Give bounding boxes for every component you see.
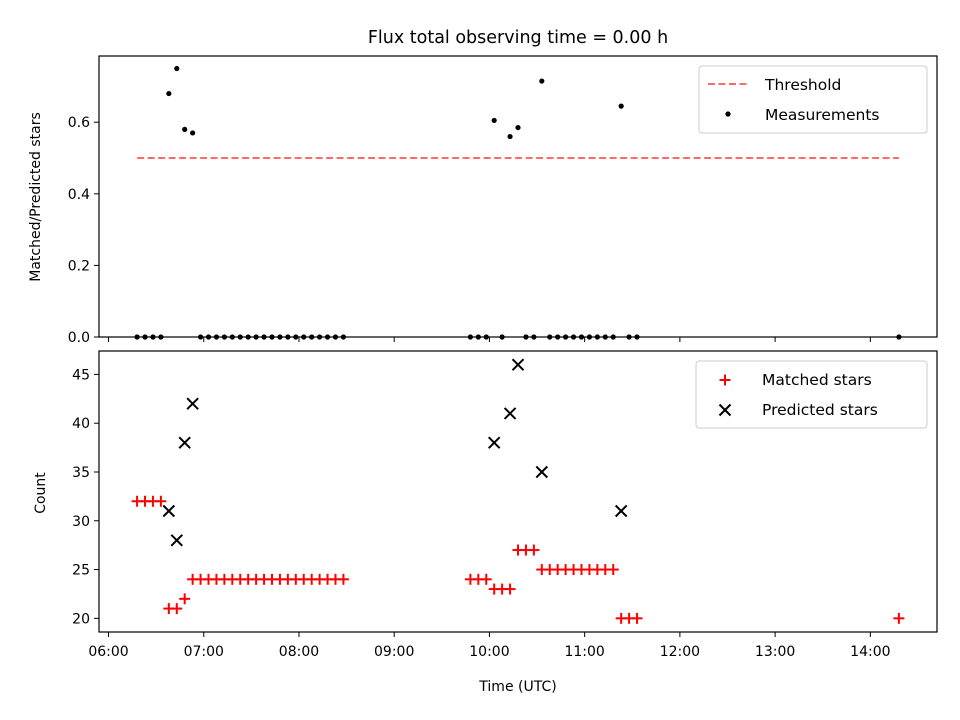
matched-stars-point xyxy=(631,612,643,624)
ratio-panel-frame xyxy=(98,55,938,338)
matched-stars-point xyxy=(337,573,349,585)
y-tick-label: 0.0 xyxy=(68,330,90,346)
legend-box xyxy=(695,360,928,429)
predicted-stars-point xyxy=(511,358,525,371)
ratio-panel-y-axis-label: Matched/Predicted stars xyxy=(28,112,44,282)
matched-stars-point xyxy=(893,612,905,624)
matched-stars-point xyxy=(179,593,191,605)
y-tick-label: 30 xyxy=(72,514,90,530)
predicted-stars-point xyxy=(162,504,176,518)
matched-stars-point xyxy=(504,583,516,595)
count-panel-legend: Matched stars Predicted stars xyxy=(695,360,928,429)
y-tick-label: 25 xyxy=(72,563,90,579)
legend-measurements-label: Measurements xyxy=(765,106,880,124)
legend-matched-swatch xyxy=(719,374,731,386)
x-tick-label: 10:00 xyxy=(469,644,509,660)
matched-stars-point xyxy=(171,603,183,615)
measurement-point xyxy=(618,103,624,109)
matched-stars-point xyxy=(155,495,167,507)
count-panel: Count Time (UTC) 06:00 07:00 08:00 09:00 10:… xyxy=(33,350,938,695)
y-tick-label: 45 xyxy=(72,367,90,383)
predicted-stars-point xyxy=(186,397,199,410)
x-tick-label: 14:00 xyxy=(850,644,890,660)
measurement-point xyxy=(190,130,196,136)
x-tick-label: 09:00 xyxy=(374,644,414,660)
legend-measurements-swatch xyxy=(725,111,731,117)
x-tick-label: 12:00 xyxy=(660,644,700,660)
x-tick-label: 13:00 xyxy=(755,644,795,660)
ratio-panel: Flux total observing time = 0.00 h Match… xyxy=(28,28,938,346)
measurement-point xyxy=(491,117,497,124)
count-panel-y-axis-label: Count xyxy=(33,472,49,514)
x-tick-label: 06:00 xyxy=(88,644,128,660)
ratio-panel-legend: Threshold Measurements xyxy=(698,65,928,134)
predicted-stars-point xyxy=(503,407,517,420)
count-plot-area: 06:00 07:00 08:00 09:00 10:00 11:00 12:00 13:00… xyxy=(72,358,905,660)
count-panel-frame xyxy=(98,350,938,633)
count-panel-x-axis-label: Time (UTC) xyxy=(478,679,556,695)
predicted-stars-point xyxy=(614,504,628,518)
y-tick-label: 20 xyxy=(72,611,90,627)
y-tick-label: 35 xyxy=(72,465,90,481)
predicted-stars-point xyxy=(170,534,183,547)
measurement-point xyxy=(166,90,172,97)
x-tick-label: 08:00 xyxy=(279,644,319,660)
y-tick-label: 40 xyxy=(72,416,90,432)
measurement-point xyxy=(507,133,513,140)
matched-stars-point xyxy=(480,573,492,585)
y-tick-label: 0.6 xyxy=(68,115,90,131)
matched-stars-point xyxy=(607,564,619,576)
legend-matched-label: Matched stars xyxy=(762,371,872,389)
y-tick-label: 0.4 xyxy=(68,187,90,203)
legend-threshold-label: Threshold xyxy=(764,76,841,94)
predicted-stars-point xyxy=(535,465,549,479)
x-tick-label: 07:00 xyxy=(184,644,224,660)
matched-stars-point xyxy=(528,544,540,556)
measurement-point xyxy=(539,78,545,84)
legend-predicted-swatch xyxy=(718,403,732,417)
x-tick-label: 11:00 xyxy=(564,644,604,660)
measurement-point xyxy=(174,65,180,72)
measurement-point xyxy=(182,126,188,132)
predicted-stars-point xyxy=(178,436,191,449)
legend-box xyxy=(698,65,928,134)
predicted-stars-point xyxy=(487,436,501,449)
ratio-plot-area: 0.0 0.2 0.4 0.6 xyxy=(68,65,902,346)
measurement-point xyxy=(515,124,521,131)
legend-predicted-label: Predicted stars xyxy=(762,401,878,419)
y-tick-label: 0.2 xyxy=(68,258,90,274)
ratio-panel-title: Flux total observing time = 0.00 h xyxy=(368,28,668,48)
